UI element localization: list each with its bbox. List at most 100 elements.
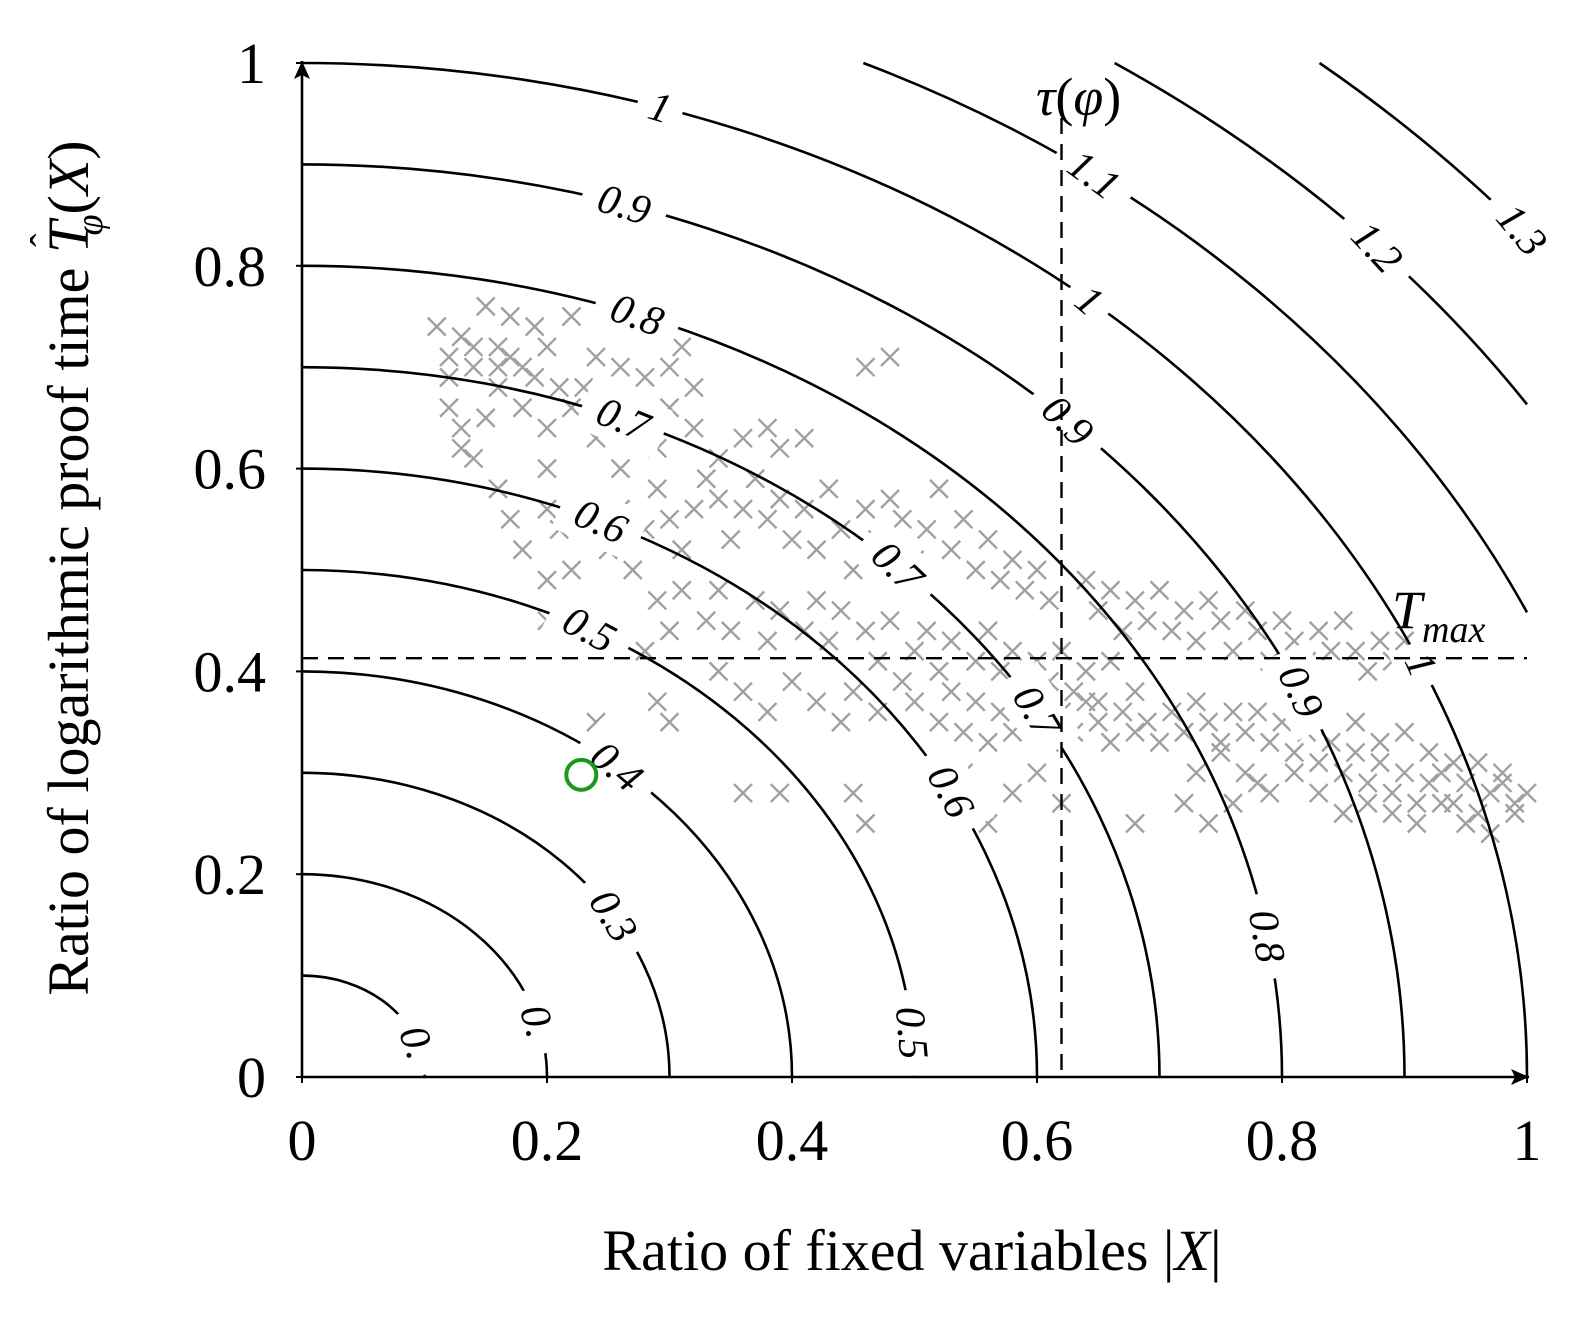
scatter-point [757,509,778,530]
scatter-point [1100,651,1121,672]
scatter-point [488,377,508,398]
scatter-point [439,397,459,418]
y-axis-title-paren-open: ( [36,195,101,214]
scatter-point [916,519,937,540]
scatter-point [671,539,692,560]
contour-label: 1 [1387,632,1455,697]
scatter-point [1517,783,1537,803]
t-max-subscript: max [1422,609,1485,651]
contour-label-gap [630,75,690,139]
x-tick-label: 1 [1513,1108,1542,1173]
scatter-point [1382,783,1403,803]
contour-label-gap [539,586,640,673]
scatter-point [500,509,521,530]
contour-label: 1 [630,75,690,139]
y-axis-title-text: Ratio of logarithmic proof time [36,253,101,996]
scatter-point [1394,722,1415,743]
scatter-point [745,468,766,489]
scatter-point [1125,813,1145,834]
scatter-point [1247,702,1268,722]
scatter-point [537,570,557,590]
scatter-point [806,590,827,611]
scatter-point [1480,783,1501,803]
contour-label-gap [1018,371,1117,470]
scatter-point [1284,762,1305,783]
contour-label-gap [381,1002,453,1083]
scatter-point [451,418,472,438]
scatter-point [1370,752,1390,773]
scatter-point [1247,773,1268,793]
scatter-point [1247,620,1268,641]
scatter-point [1174,722,1194,743]
contour-label: 0.8 [587,275,687,354]
contour-label-text: 0.5 [886,1005,936,1061]
scatter-point [708,580,729,601]
scatter-point [941,539,962,560]
contour-label: 0.6 [551,479,651,563]
contour-label: 1.3 [1474,180,1570,280]
contour-line [302,771,671,1077]
scatter-point [1027,560,1047,580]
y-tick-label: 0 [237,1045,266,1110]
y-tick-label: 0.8 [194,234,267,299]
axes [294,61,1529,1085]
scatter-point [1076,570,1096,590]
contour-label: 0.8 [1234,889,1301,983]
x-tick-label: 0.2 [511,1108,584,1173]
scatter-point [978,529,998,550]
x-axis-title-bar-right: | [1210,1218,1222,1283]
scatter-point [1088,600,1109,621]
tau-paren-open: ( [1055,67,1073,127]
scatter-point [561,560,582,580]
scatter-point [1002,550,1023,570]
t-max-T: T [1392,580,1426,640]
scatter-point [671,580,692,601]
scatter-point [1014,580,1035,601]
scatter-point [1076,661,1096,682]
scatter-point [1186,691,1207,712]
contour-label-gap [1055,265,1124,335]
scatter-point [929,479,949,499]
scatter-point [1027,762,1047,783]
contour-label: 0. [503,982,572,1060]
contour-label: 0.7 [848,517,947,615]
scatter-point [1333,610,1354,631]
scatter-point [1419,773,1439,793]
scatter-point [524,367,545,388]
y-axis-title-X: X [36,157,101,197]
scatter-point [488,479,508,499]
scatter-point [475,296,496,317]
scatter-point [806,691,827,712]
contour-label: 1.1 [1043,128,1145,221]
scatter-point [1100,732,1121,753]
scatter-point [794,428,815,449]
scatter-point [1125,722,1145,743]
scatter-point [733,499,753,520]
scatter-point [1406,793,1427,814]
scatter-point [1125,590,1145,611]
scatter-point [782,529,802,550]
contour-line [862,61,1529,613]
scatter-point [720,620,741,641]
scatter-point [1272,610,1292,631]
scatter-point [1235,722,1256,743]
contour-label-gap [503,982,572,1060]
scatter-point [1492,762,1513,783]
y-tick-label: 0.2 [194,842,267,907]
x-axis-title: Ratio of fixed variables |X| [602,1218,1221,1283]
y-axis-title-paren-close: ) [36,140,101,159]
scatter-point [1308,620,1329,641]
scatter-point [855,499,876,520]
scatter-point [463,448,484,469]
scatter-point [769,489,790,509]
scatter-point [512,397,533,418]
contour-line [302,568,916,1077]
scatter-point [635,367,655,388]
contour-label-gap [1043,128,1145,221]
scatter-point [1210,732,1231,753]
scatter-point [978,620,998,641]
scatter-point [1149,732,1170,753]
scatter-point [1149,580,1170,601]
scatter-point [843,783,864,803]
scatter-point [684,499,704,520]
